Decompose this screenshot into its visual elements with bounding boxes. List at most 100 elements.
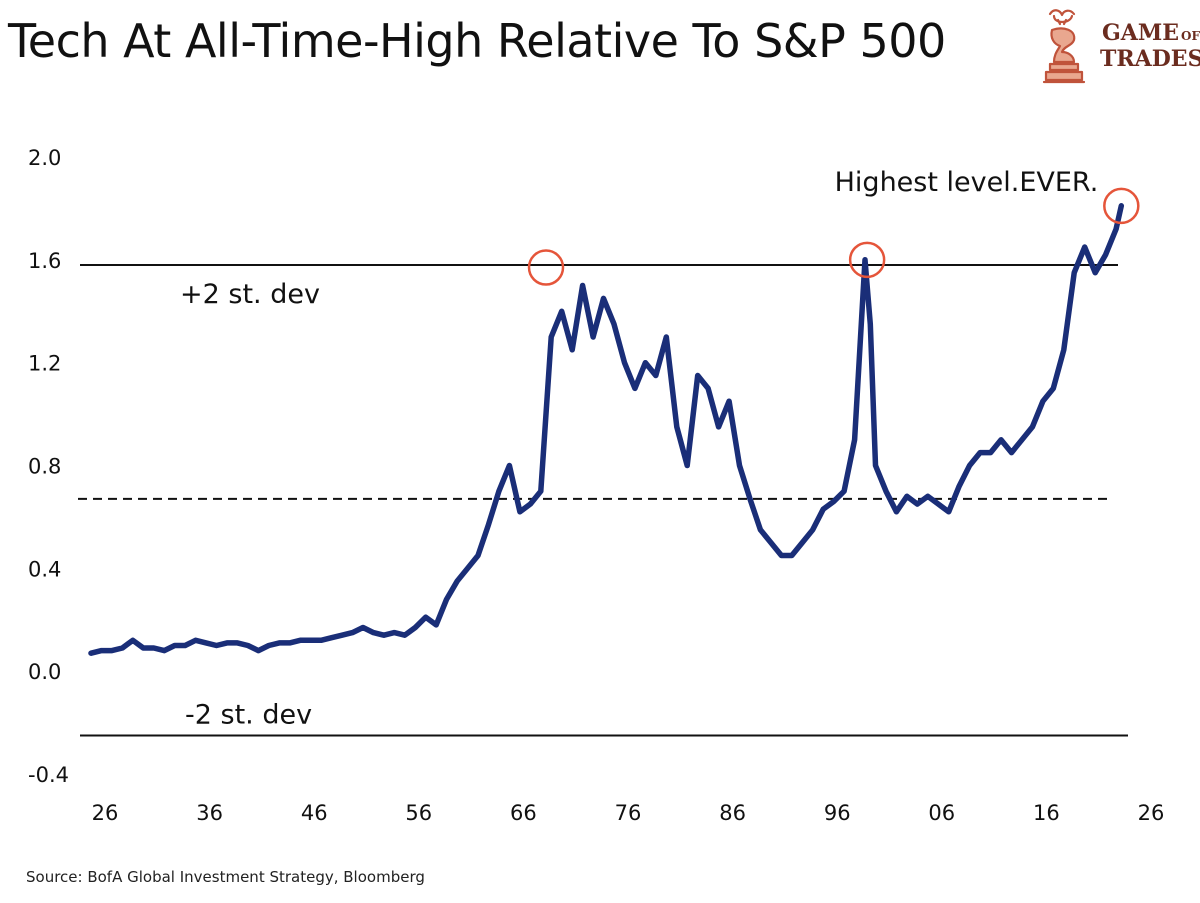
peak-highlight-circle <box>1103 187 1140 225</box>
data-point <box>267 644 271 647</box>
data-point <box>602 297 605 300</box>
series-line <box>88 203 1125 656</box>
data-point <box>863 258 867 262</box>
data-point <box>403 633 406 637</box>
data-point <box>487 523 490 526</box>
x-tick-label: 36 <box>196 801 223 825</box>
data-point <box>759 528 762 531</box>
data-point <box>257 649 260 652</box>
y-tick-label: 1.2 <box>28 352 61 376</box>
data-point <box>163 649 166 652</box>
data-point <box>131 639 135 642</box>
data-point <box>518 510 522 513</box>
data-point <box>926 495 929 498</box>
peak-highlight-circle <box>848 241 886 279</box>
data-point <box>351 631 354 634</box>
data-point <box>550 335 553 339</box>
peak-highlights <box>527 187 1140 286</box>
logo-text-trades: TRADES <box>1100 46 1200 72</box>
data-point <box>361 626 365 629</box>
data-point <box>853 438 856 441</box>
data-point <box>236 641 239 645</box>
data-point <box>319 639 323 642</box>
source-note: Source: BofA Global Investment Strategy,… <box>26 868 425 886</box>
data-point <box>675 425 678 429</box>
data-point <box>591 335 595 339</box>
reference-lines: +2 st. dev -2 st. dev <box>78 263 1128 737</box>
data-point <box>1104 253 1107 256</box>
x-tick-label: 26 <box>92 801 119 825</box>
data-point <box>142 646 145 650</box>
data-point <box>581 284 584 287</box>
x-axis-ticks: 26 36 46 56 66 76 86 96 06 16 26 <box>92 801 1165 825</box>
data-point <box>999 438 1003 441</box>
data-point <box>466 567 469 570</box>
y-tick-label: 1.6 <box>28 249 61 273</box>
data-point <box>842 490 846 493</box>
data-point <box>905 495 909 498</box>
x-tick-label: 96 <box>824 801 851 825</box>
data-point <box>989 451 992 454</box>
data-point <box>811 528 814 531</box>
data-point <box>1041 400 1045 403</box>
data-point <box>665 335 668 339</box>
data-point <box>476 554 480 557</box>
data-point <box>497 490 501 493</box>
data-point <box>110 649 114 652</box>
data-point <box>560 310 563 313</box>
data-point <box>633 387 637 390</box>
data-point <box>183 644 187 647</box>
x-tick-label: 76 <box>615 801 642 825</box>
data-point <box>706 387 710 390</box>
data-point <box>288 641 291 645</box>
data-point <box>215 644 218 647</box>
data-point <box>957 484 961 488</box>
data-point <box>1120 204 1123 208</box>
data-point <box>204 641 208 645</box>
data-point <box>1031 425 1034 429</box>
data-point <box>696 374 699 377</box>
data-point <box>508 464 511 467</box>
y-tick-label: 0.8 <box>28 455 61 479</box>
x-tick-label: 16 <box>1033 801 1060 825</box>
data-point <box>1093 271 1097 274</box>
y-tick-label: -0.4 <box>28 763 69 787</box>
logo-text-game: GAME OF <box>1102 20 1200 46</box>
data-point <box>100 649 103 652</box>
data-point <box>445 597 448 601</box>
game-of-trades-logo: GAME OF TRADES <box>1040 6 1200 88</box>
data-point <box>654 374 658 377</box>
data-point <box>1052 387 1055 390</box>
y-tick-label: 0.0 <box>28 660 61 684</box>
data-point <box>869 322 872 326</box>
x-tick-label: 56 <box>405 801 432 825</box>
data-point <box>278 641 281 645</box>
data-point <box>299 639 302 642</box>
data-point <box>978 451 982 454</box>
data-point <box>916 502 919 506</box>
data-point <box>455 579 459 583</box>
data-point <box>121 646 124 650</box>
minus-2-std-label: -2 st. dev <box>185 699 312 730</box>
chart-title: Tech At All-Time-High Relative To S&P 50… <box>8 14 946 68</box>
highest-level-annotation: Highest level.EVER. <box>835 167 1099 198</box>
data-point <box>194 639 197 642</box>
data-point <box>874 464 877 467</box>
data-point <box>1020 438 1024 441</box>
x-tick-label: 66 <box>510 801 537 825</box>
series-layer <box>88 203 1125 656</box>
y-tick-label: 2.0 <box>28 146 61 170</box>
data-point <box>832 500 835 503</box>
data-point <box>152 646 155 650</box>
data-point <box>246 644 250 647</box>
data-point <box>89 651 93 655</box>
data-point <box>570 348 574 352</box>
data-point <box>340 633 344 637</box>
plus-2-std-label: +2 st. dev <box>180 279 320 310</box>
data-point <box>330 636 333 639</box>
data-point <box>173 644 176 647</box>
x-tick-label: 06 <box>928 801 955 825</box>
y-axis-ticks: -0.4 0.0 0.4 0.8 1.2 1.6 2.0 <box>28 146 69 787</box>
data-point <box>801 541 804 544</box>
